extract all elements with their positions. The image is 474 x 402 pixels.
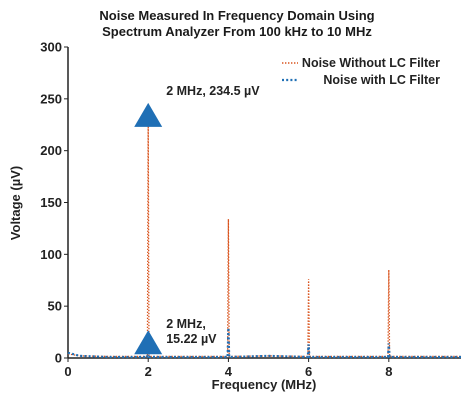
axes: 0 50 100 150 200 250 300 0 2 4 6 8: [40, 40, 461, 379]
y-tick-label: 100: [40, 247, 62, 262]
y-tick-label: 250: [40, 91, 62, 106]
x-tick-label: 6: [305, 364, 312, 379]
x-tick-label: 4: [225, 364, 233, 379]
annotation-label: 2 MHz,: [166, 317, 206, 331]
y-tick-label: 50: [48, 299, 62, 314]
legend: Noise Without LC Filter Noise with LC Fil…: [282, 56, 440, 87]
x-tick-label: 2: [145, 364, 152, 379]
annotation-triangle-marker: [134, 102, 163, 127]
x-axis-label: Frequency (MHz): [212, 377, 317, 392]
annotation-layer: 2 MHz, 234.5 µV 2 MHz,15.22 µV: [134, 84, 260, 355]
legend-label: Noise with LC Filter: [323, 73, 440, 87]
y-axis-label: Voltage (µV): [8, 166, 23, 240]
series-without-lc-filter: [67, 114, 461, 358]
annotation-label: 2 MHz, 234.5 µV: [166, 84, 260, 98]
legend-label: Noise Without LC Filter: [302, 56, 440, 70]
series-layer: [67, 114, 461, 359]
annotation-triangle-marker: [134, 330, 163, 355]
series-with-lc-filter: [67, 327, 461, 359]
annotation-label: 15.22 µV: [166, 332, 217, 346]
chart-title-line-1: Noise Measured In Frequency Domain Using: [99, 8, 374, 23]
y-tick-label: 200: [40, 143, 62, 158]
y-tick-label: 150: [40, 195, 62, 210]
chart-title-line-2: Spectrum Analyzer From 100 kHz to 10 MHz: [102, 24, 372, 39]
y-tick-label: 0: [55, 351, 62, 366]
y-tick-label: 300: [40, 40, 62, 55]
x-tick-label: 0: [64, 364, 71, 379]
x-tick-label: 8: [385, 364, 392, 379]
